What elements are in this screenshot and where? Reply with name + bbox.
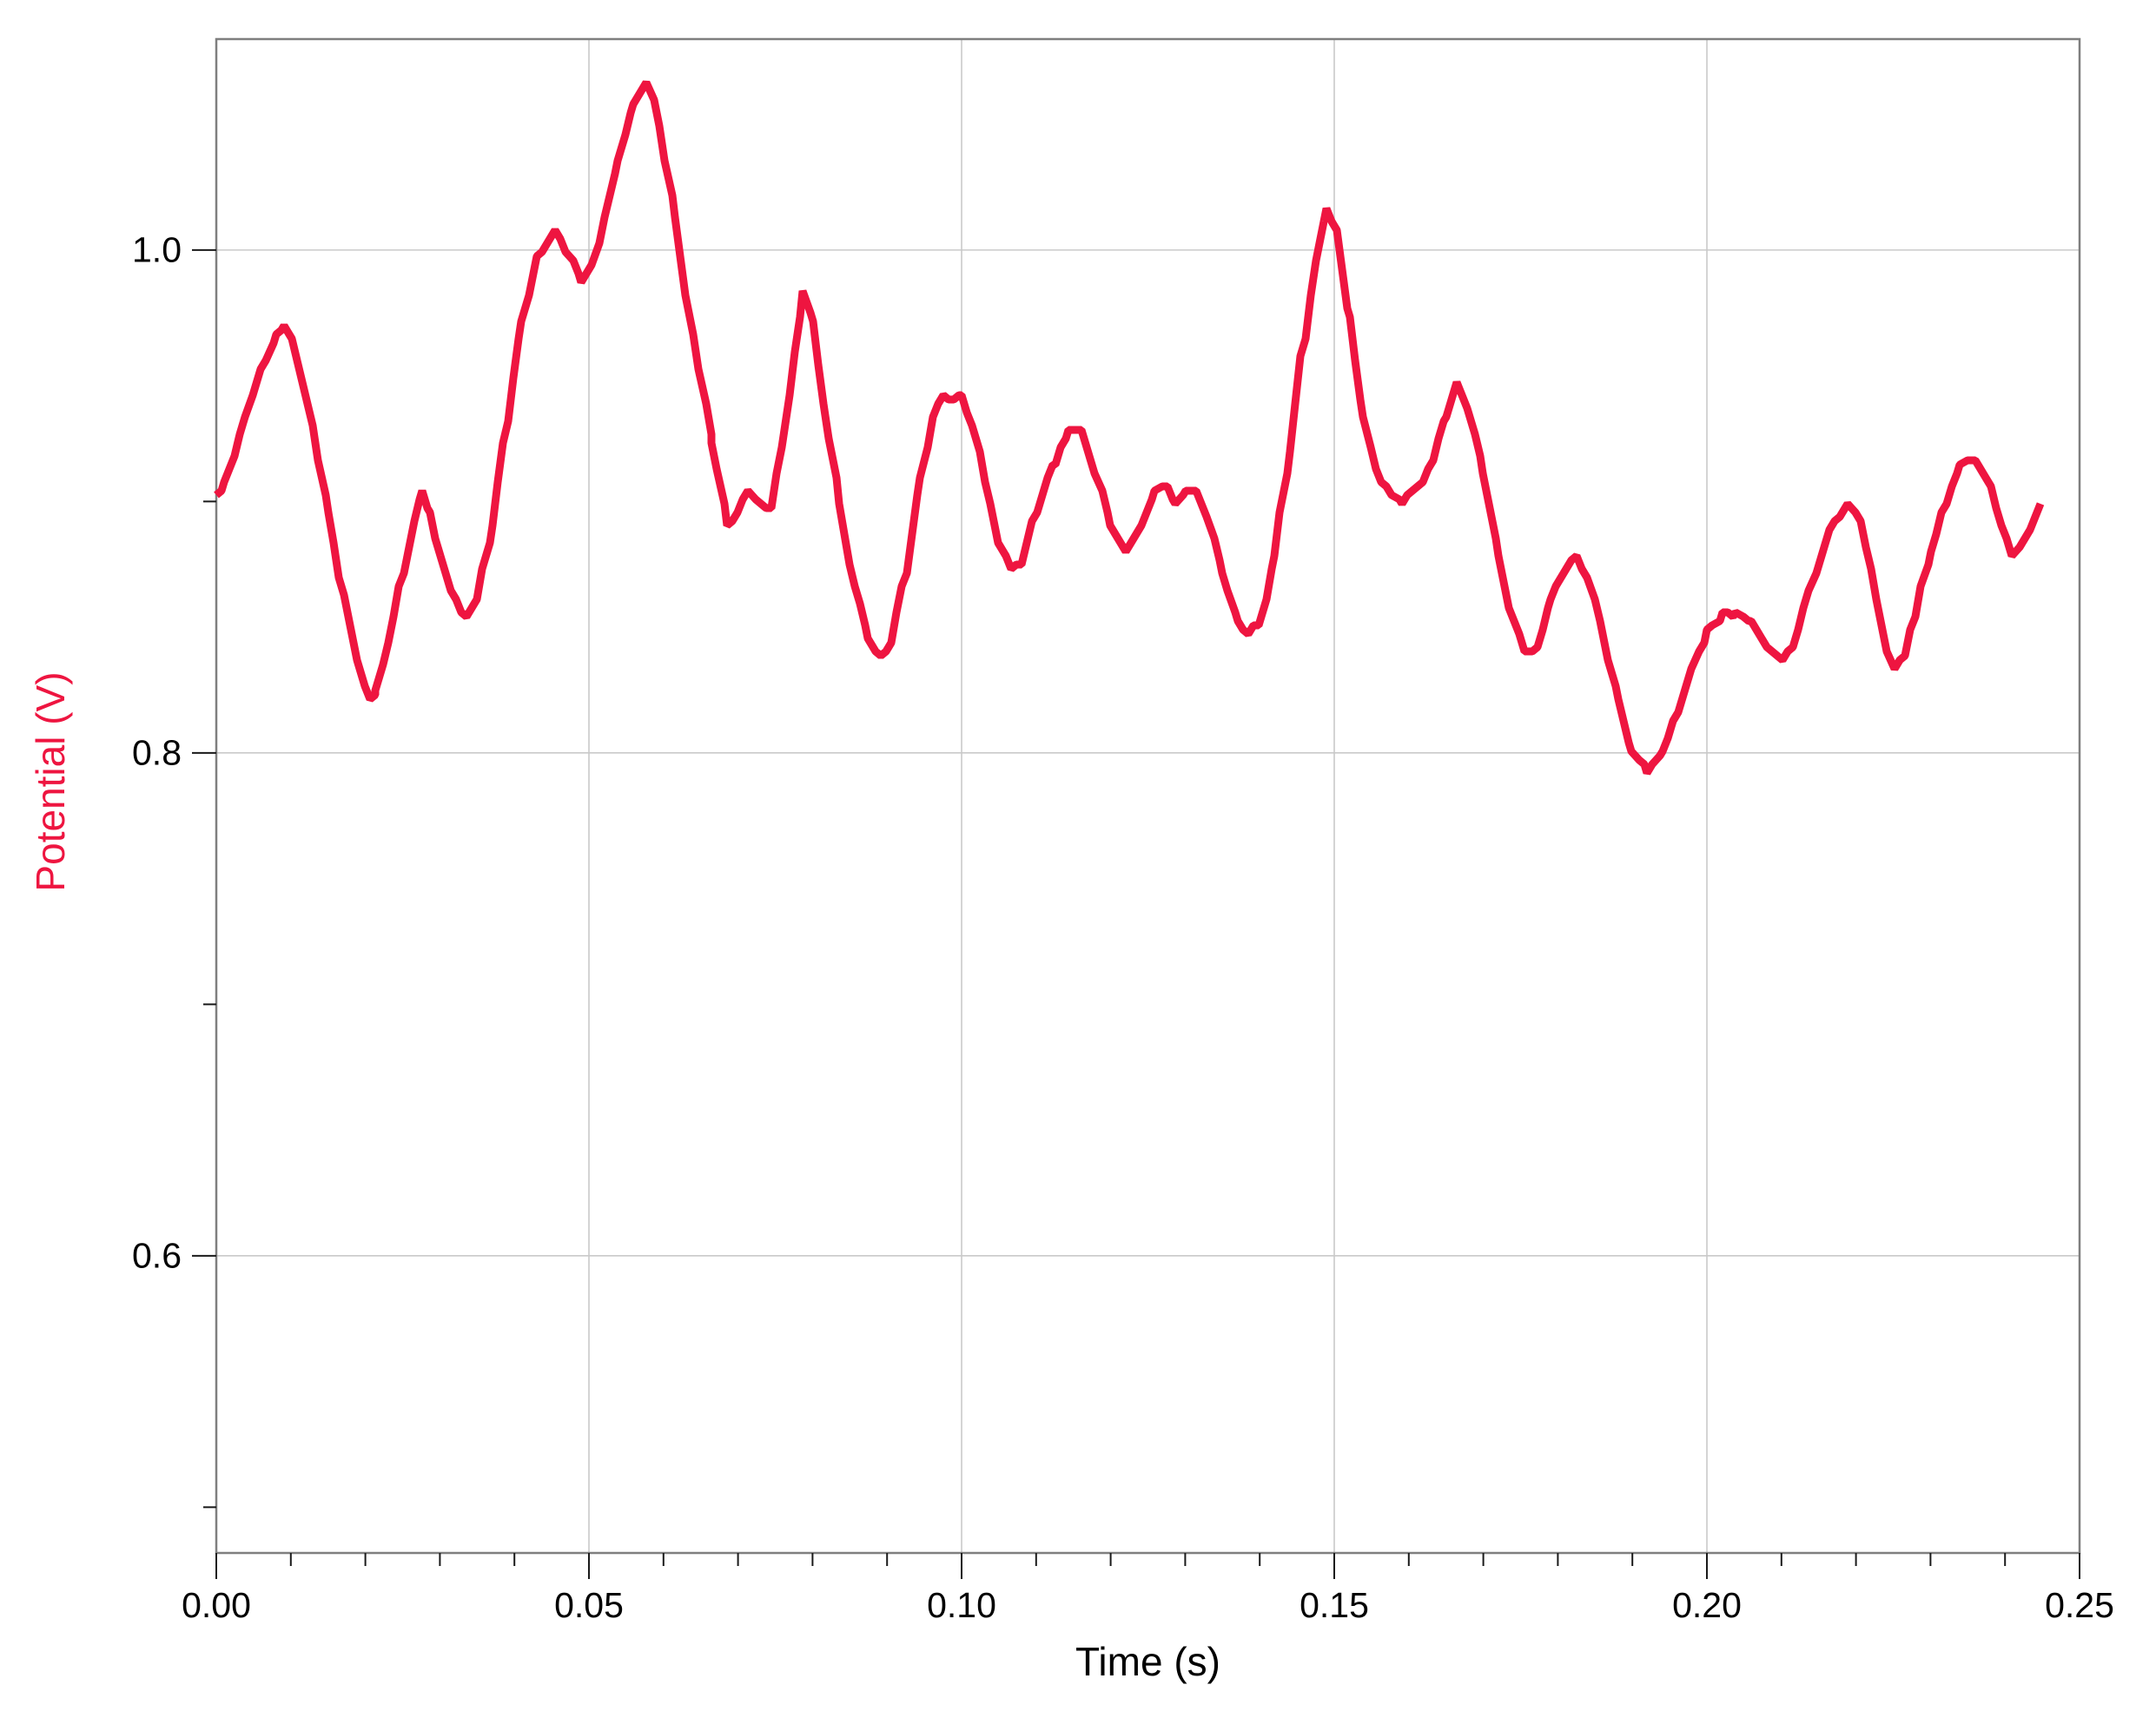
y-tick-label: 1.0	[132, 229, 182, 270]
y-tick-label: 0.6	[132, 1235, 182, 1276]
x-axis-title: Time (s)	[1075, 1639, 1220, 1684]
x-tick-label: 0.10	[927, 1585, 996, 1625]
potential-series-line	[214, 80, 2045, 776]
x-tick-label: 0.15	[1300, 1585, 1369, 1625]
y-tick-label: 0.8	[132, 732, 182, 773]
plot-border	[215, 37, 2081, 1555]
x-tick-label: 0.20	[1672, 1585, 1742, 1625]
x-tick-label: 0.05	[554, 1585, 624, 1625]
x-tick-label: 0.25	[2045, 1585, 2114, 1625]
y-axis-title: Potential (V)	[28, 671, 73, 892]
x-tick-label: 0.00	[182, 1585, 251, 1625]
